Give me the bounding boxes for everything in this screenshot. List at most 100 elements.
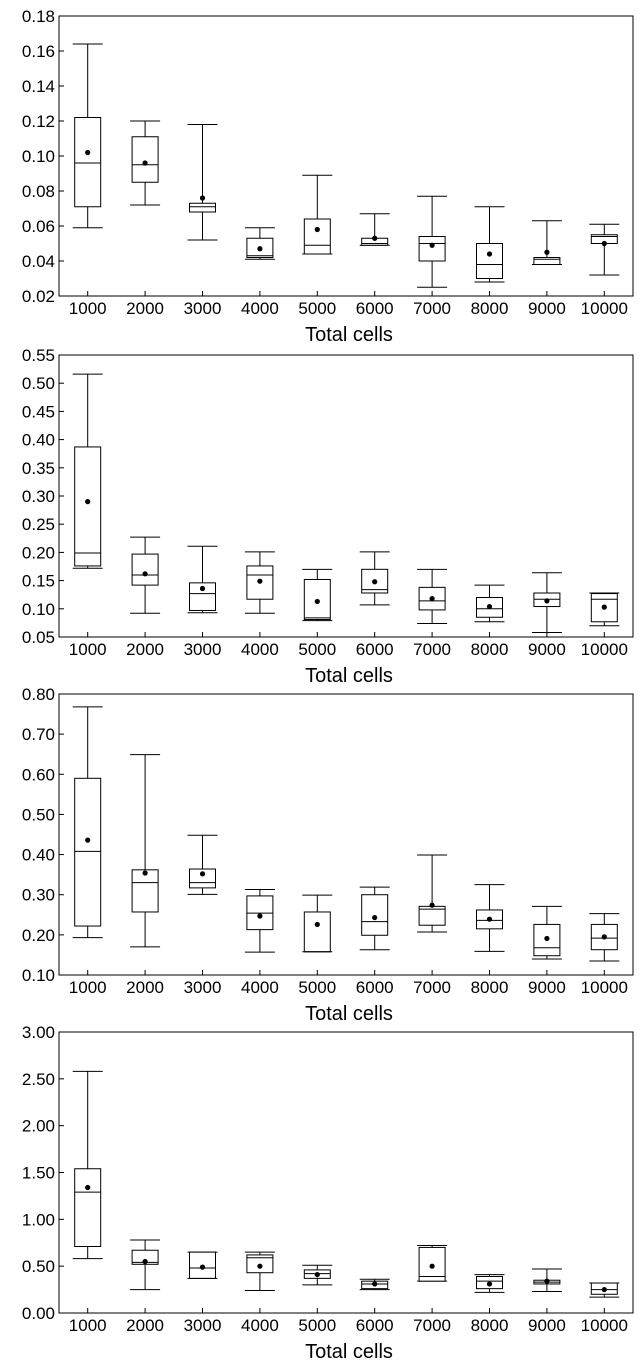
mean-point — [199, 585, 206, 592]
mean-point — [85, 499, 91, 505]
y-tick-label: 0.08 — [22, 182, 55, 201]
iqr-box — [74, 117, 102, 208]
box-3000 — [187, 1251, 218, 1279]
box-2000 — [130, 754, 161, 948]
x-tick-label: 2000 — [126, 299, 164, 318]
box-8000 — [474, 584, 505, 623]
mean-point — [601, 934, 607, 940]
plot-frame — [58, 693, 634, 976]
x-tick-label: 4000 — [241, 978, 279, 997]
y-tick-label: 0.20 — [22, 926, 55, 945]
y-tick-label: 0.14 — [22, 77, 55, 96]
x-tick-label: 9000 — [528, 299, 566, 318]
box-6000 — [359, 213, 390, 246]
mean-point — [601, 604, 607, 610]
box-6000 — [359, 1278, 390, 1291]
mean-point — [372, 1281, 378, 1287]
box-10000 — [589, 592, 620, 627]
x-tick-label: 3000 — [184, 299, 222, 318]
y-tick-label: 1.00 — [22, 1210, 55, 1229]
mean-point — [486, 1281, 493, 1287]
mean-point — [257, 578, 263, 584]
x-tick-label: 6000 — [356, 640, 394, 659]
box-7000 — [417, 568, 448, 624]
mean-point — [199, 871, 206, 877]
x-tick-label: 3000 — [184, 640, 222, 659]
box-8000 — [474, 206, 505, 283]
iqr-box — [418, 236, 446, 262]
iqr-box — [131, 553, 159, 586]
x-tick-label: 10000 — [581, 299, 628, 318]
y-tick-label: 0.45 — [22, 402, 55, 421]
x-tick-label: 6000 — [356, 978, 394, 997]
y-tick-label: 2.00 — [22, 1117, 55, 1136]
x-tick-label: 5000 — [298, 1316, 336, 1335]
mean-point — [314, 226, 320, 233]
x-axis-title: Total cells — [305, 324, 393, 346]
y-tick-label: 0.10 — [22, 600, 55, 619]
y-tick-label: 0.70 — [22, 725, 55, 744]
y-tick-label: 0.25 — [22, 515, 55, 534]
x-tick-label: 2000 — [126, 640, 164, 659]
box-9000 — [531, 220, 562, 265]
box-5000 — [302, 894, 333, 953]
y-tick-label: 0.50 — [22, 1257, 55, 1276]
y-tick-label: 1.50 — [22, 1164, 55, 1183]
mean-point — [85, 837, 91, 843]
y-tick-label: 0.00 — [22, 1304, 55, 1323]
box-2000 — [130, 536, 161, 614]
iqr-box — [476, 243, 503, 279]
iqr-box — [361, 894, 389, 936]
x-tick-label: 10000 — [581, 978, 628, 997]
mean-point — [486, 251, 493, 257]
box-8000 — [474, 1274, 505, 1293]
box-1000 — [72, 1070, 103, 1260]
chart-panel-4: 0.00 0.50 1.00 1.50 2.00 2.50 3.00 1000 2000 3000… — [22, 1023, 634, 1363]
y-tick-label: 0.16 — [22, 42, 55, 61]
box-7000 — [417, 854, 448, 933]
box-5000 — [302, 174, 333, 255]
x-tick-label: 9000 — [528, 640, 566, 659]
iqr-box — [74, 446, 102, 567]
chart-panel-2: 0.05 0.10 0.15 0.20 0.25 0.30 0.35 0.40 0.45 0.50… — [22, 346, 634, 687]
box-4000 — [244, 227, 275, 260]
mean-point — [372, 914, 378, 921]
iqr-box — [131, 1249, 159, 1265]
y-tick-label: 0.40 — [22, 846, 55, 865]
box-9000 — [531, 572, 562, 633]
iqr-box — [533, 257, 561, 265]
x-axis-title: Total cells — [305, 1003, 393, 1025]
box-1000 — [72, 43, 103, 229]
x-tick-label: 5000 — [298, 978, 336, 997]
y-tick-label: 0.02 — [22, 287, 55, 306]
mean-point — [142, 571, 148, 577]
x-tick-label: 6000 — [356, 1316, 394, 1335]
x-tick-label: 2000 — [126, 978, 164, 997]
y-tick-label: 0.35 — [22, 459, 55, 478]
iqr-box — [189, 868, 216, 889]
x-tick-label: 4000 — [241, 1316, 279, 1335]
box-5000 — [302, 1264, 333, 1286]
x-tick-label: 1000 — [69, 299, 107, 318]
y-tick-label: 0.40 — [22, 431, 55, 450]
x-tick-label: 1000 — [69, 1316, 107, 1335]
mean-point — [429, 902, 435, 908]
x-tick-label: 8000 — [471, 299, 509, 318]
x-tick-label: 1000 — [69, 640, 107, 659]
mean-point — [601, 240, 607, 247]
mean-point — [601, 1286, 607, 1293]
box-9000 — [531, 905, 562, 960]
box-10000 — [589, 913, 620, 962]
box-10000 — [589, 223, 620, 276]
x-tick-label: 8000 — [471, 640, 509, 659]
mean-point — [429, 1263, 435, 1269]
iqr-box — [303, 218, 331, 255]
x-tick-label: 5000 — [298, 299, 336, 318]
box-6000 — [359, 551, 390, 606]
x-axis-title: Total cells — [305, 665, 393, 687]
x-tick-label: 6000 — [356, 299, 394, 318]
x-tick-label: 1000 — [69, 978, 107, 997]
box-6000 — [359, 886, 390, 951]
x-tick-label: 9000 — [528, 1316, 566, 1335]
mean-point — [199, 1264, 206, 1270]
